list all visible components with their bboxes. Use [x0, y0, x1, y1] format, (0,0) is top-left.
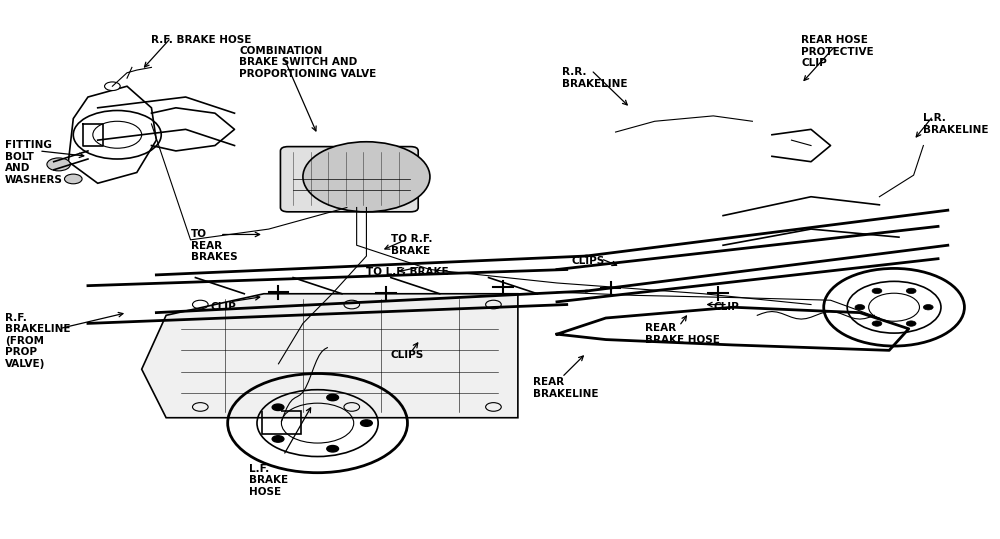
- Polygon shape: [142, 294, 518, 418]
- Text: R.R.
BRAKELINE: R.R. BRAKELINE: [562, 67, 627, 89]
- Text: TO L.F. BRAKE: TO L.F. BRAKE: [366, 267, 449, 277]
- Circle shape: [906, 321, 916, 326]
- Circle shape: [64, 174, 82, 184]
- Text: L.F.
BRAKE
HOSE: L.F. BRAKE HOSE: [249, 464, 288, 497]
- Circle shape: [855, 305, 865, 310]
- Circle shape: [923, 305, 933, 310]
- Text: CLIPS: CLIPS: [391, 350, 424, 361]
- Text: REAR
BRAKELINE: REAR BRAKELINE: [533, 377, 598, 399]
- Circle shape: [361, 420, 372, 426]
- Text: CLIP: CLIP: [713, 302, 739, 312]
- Circle shape: [327, 446, 339, 452]
- Circle shape: [906, 288, 916, 294]
- FancyBboxPatch shape: [280, 147, 418, 212]
- Circle shape: [327, 394, 339, 400]
- Text: R.F.
BRAKELINE
(FROM
PROP
VALVE): R.F. BRAKELINE (FROM PROP VALVE): [5, 313, 70, 369]
- Circle shape: [303, 142, 430, 212]
- Circle shape: [272, 436, 284, 442]
- Text: TO
REAR
BRAKES: TO REAR BRAKES: [191, 229, 237, 262]
- Circle shape: [105, 82, 120, 91]
- Text: REAR HOSE
PROTECTIVE
CLIP: REAR HOSE PROTECTIVE CLIP: [801, 35, 874, 68]
- Text: REAR
BRAKE HOSE: REAR BRAKE HOSE: [645, 323, 720, 345]
- Circle shape: [872, 321, 882, 326]
- Text: COMBINATION
BRAKE SWITCH AND
PROPORTIONING VALVE: COMBINATION BRAKE SWITCH AND PROPORTIONI…: [239, 46, 377, 79]
- Text: CLIPS: CLIPS: [572, 256, 605, 266]
- Text: CLIP: CLIP: [210, 302, 236, 312]
- Text: R.F. BRAKE HOSE: R.F. BRAKE HOSE: [151, 35, 252, 45]
- Circle shape: [47, 158, 70, 171]
- Circle shape: [872, 288, 882, 294]
- Text: TO R.F.
BRAKE: TO R.F. BRAKE: [391, 234, 432, 256]
- Text: FITTING
BOLT
AND
WASHERS: FITTING BOLT AND WASHERS: [5, 140, 63, 185]
- Circle shape: [272, 404, 284, 411]
- Text: L.R.
BRAKELINE: L.R. BRAKELINE: [923, 113, 989, 135]
